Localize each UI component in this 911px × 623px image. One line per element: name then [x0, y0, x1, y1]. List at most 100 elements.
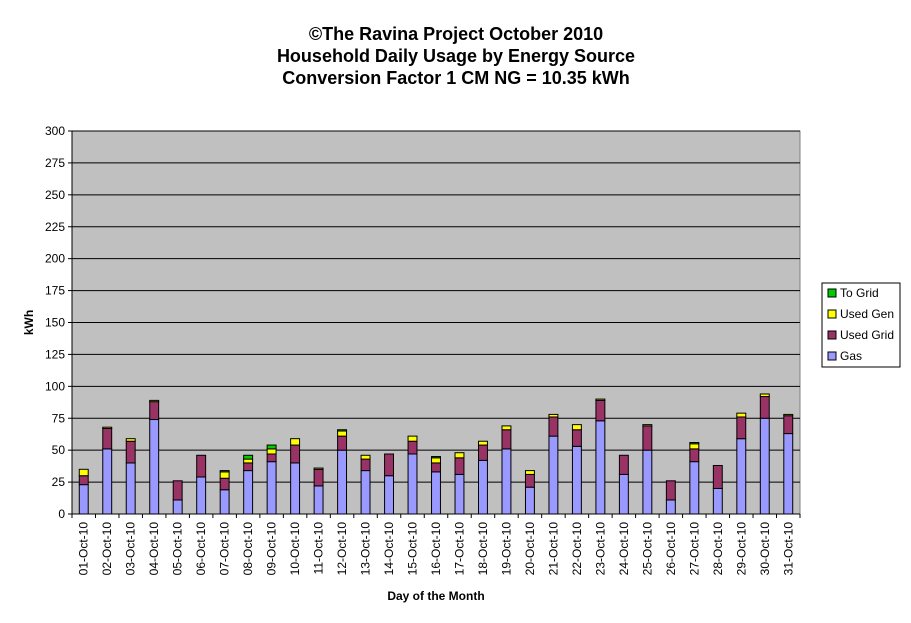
x-axis-label: Day of the Month	[387, 589, 484, 603]
bar-segment-used-grid	[266, 453, 277, 463]
x-tick-label: 21-Oct-10	[546, 522, 560, 576]
chart-title-line: ©The Ravina Project October 2010	[309, 24, 603, 44]
legend-label: Used Grid	[840, 328, 894, 342]
bar-segment-used-grid	[712, 464, 723, 489]
bar-segment-used-gen	[783, 413, 794, 417]
y-tick-label: 100	[45, 379, 65, 393]
bar-segment-used-grid	[736, 416, 747, 440]
x-tick-label: 17-Oct-10	[452, 522, 466, 576]
bar-segment-gas	[642, 449, 653, 515]
bar-segment-gas	[501, 448, 512, 515]
gridlines	[72, 130, 800, 483]
bar-segment-used-grid	[618, 454, 629, 475]
y-tick-label: 250	[45, 188, 65, 202]
y-axis-label: kWh	[22, 310, 36, 335]
legend-swatch-used-gen	[827, 309, 837, 319]
y-axis-ticks: 0 25 50 75 100 125 150 175 200 225 250 275 300	[45, 124, 73, 521]
x-tick-label: 09-Oct-10	[265, 522, 279, 576]
bar-segment-used-gen	[759, 393, 770, 398]
y-tick-label: 300	[45, 124, 65, 138]
bar-segment-used-grid	[783, 415, 794, 435]
bar-segment-gas	[243, 470, 254, 515]
x-tick-label: 29-Oct-10	[734, 522, 748, 576]
bar-segment-used-grid	[407, 440, 418, 455]
bar-segment-used-gen	[689, 443, 700, 450]
bar-segment-used-grid	[102, 427, 113, 450]
bar-segment-used-gen	[454, 452, 465, 459]
bar-segment-gas	[665, 499, 676, 515]
bar-segment-used-grid	[524, 473, 535, 488]
bar-segment-used-grid	[478, 444, 488, 461]
bar-segment-gas	[431, 471, 441, 515]
bar-segment-gas	[689, 461, 700, 515]
bar-segment-to-grid	[219, 470, 230, 473]
bar-segment-used-gen	[407, 435, 418, 442]
bar-segment-gas	[407, 453, 418, 515]
bar-segment-used-gen	[149, 399, 160, 403]
x-tick-label: 20-Oct-10	[523, 522, 537, 576]
bar-segment-used-grid	[78, 475, 89, 486]
legend: To Grid Used Gen Used Grid Gas	[821, 282, 901, 368]
bar-segment-used-grid	[548, 416, 559, 437]
bar-segment-gas	[548, 435, 559, 515]
bar-segment-gas	[360, 470, 371, 515]
bar-segment-used-gen	[313, 467, 324, 470]
bar-segment-used-grid	[313, 468, 324, 487]
bar-segment-used-gen	[337, 430, 348, 437]
x-axis-ticks: 01-Oct-10 02-Oct-10 03-Oct-10 04-Oct-10 05-O…	[71, 513, 801, 576]
bar-segment-used-grid	[665, 480, 676, 501]
bar-segment-gas	[384, 475, 394, 515]
x-tick-label: 12-Oct-10	[335, 522, 349, 576]
y-tick-label: 225	[45, 220, 65, 234]
bar-segment-gas	[736, 438, 747, 515]
x-tick-label: 22-Oct-10	[570, 522, 584, 576]
bar-segment-gas	[313, 485, 324, 515]
bar-segment-gas	[618, 473, 629, 515]
bar-segment-used-grid	[595, 399, 606, 422]
x-tick-label: 14-Oct-10	[382, 522, 396, 576]
bar-segment-gas	[219, 489, 230, 515]
y-tick-label: 200	[45, 252, 65, 266]
bar-segment-gas	[149, 419, 160, 515]
bar-segment-used-grid	[219, 477, 230, 491]
bar-segment-used-gen	[125, 438, 136, 442]
bar-segment-used-gen	[501, 425, 512, 431]
bar-segment-used-gen	[571, 424, 582, 431]
x-tick-label: 05-Oct-10	[171, 522, 185, 576]
bar-segment-to-grid	[266, 444, 277, 450]
bar-segment-gas	[571, 445, 582, 515]
x-tick-label: 27-Oct-10	[687, 522, 701, 576]
bar-segment-used-grid	[290, 444, 301, 464]
bar-segment-used-gen	[478, 440, 488, 446]
bar-segment-used-grid	[360, 458, 371, 472]
y-tick-label: 0	[58, 507, 65, 521]
y-tick-label: 125	[45, 347, 65, 361]
bar-segment-gas	[290, 462, 301, 515]
legend-label: To Grid	[840, 286, 879, 300]
x-tick-label: 23-Oct-10	[593, 522, 607, 576]
bar-segment-used-grid	[125, 440, 136, 464]
bar-segment-gas	[712, 487, 723, 515]
bar-segment-used-grid	[337, 435, 348, 451]
bar-segment-used-gen	[524, 470, 535, 475]
bar-segment-gas	[172, 499, 183, 515]
y-tick-label: 75	[52, 411, 66, 425]
bar-segment-used-gen	[642, 424, 653, 427]
bar-segment-gas	[595, 420, 606, 515]
bar-segment-gas	[454, 473, 465, 515]
y-tick-label: 150	[45, 316, 65, 330]
bar-segment-gas	[337, 449, 348, 515]
x-tick-label: 19-Oct-10	[499, 522, 513, 576]
bar-segment-used-grid	[196, 454, 207, 478]
bar-segment-used-gen	[219, 471, 230, 479]
bar-segment-to-grid	[337, 429, 348, 432]
bar-segment-used-grid	[501, 429, 512, 450]
x-tick-label: 06-Oct-10	[194, 522, 208, 576]
bar-segment-gas	[266, 461, 277, 515]
bar-segment-used-grid	[384, 453, 394, 477]
bar-segment-used-grid	[431, 462, 441, 473]
bar-segment-used-gen	[78, 468, 89, 477]
bar-segment-used-gen	[360, 454, 371, 460]
legend-label: Gas	[840, 349, 862, 363]
